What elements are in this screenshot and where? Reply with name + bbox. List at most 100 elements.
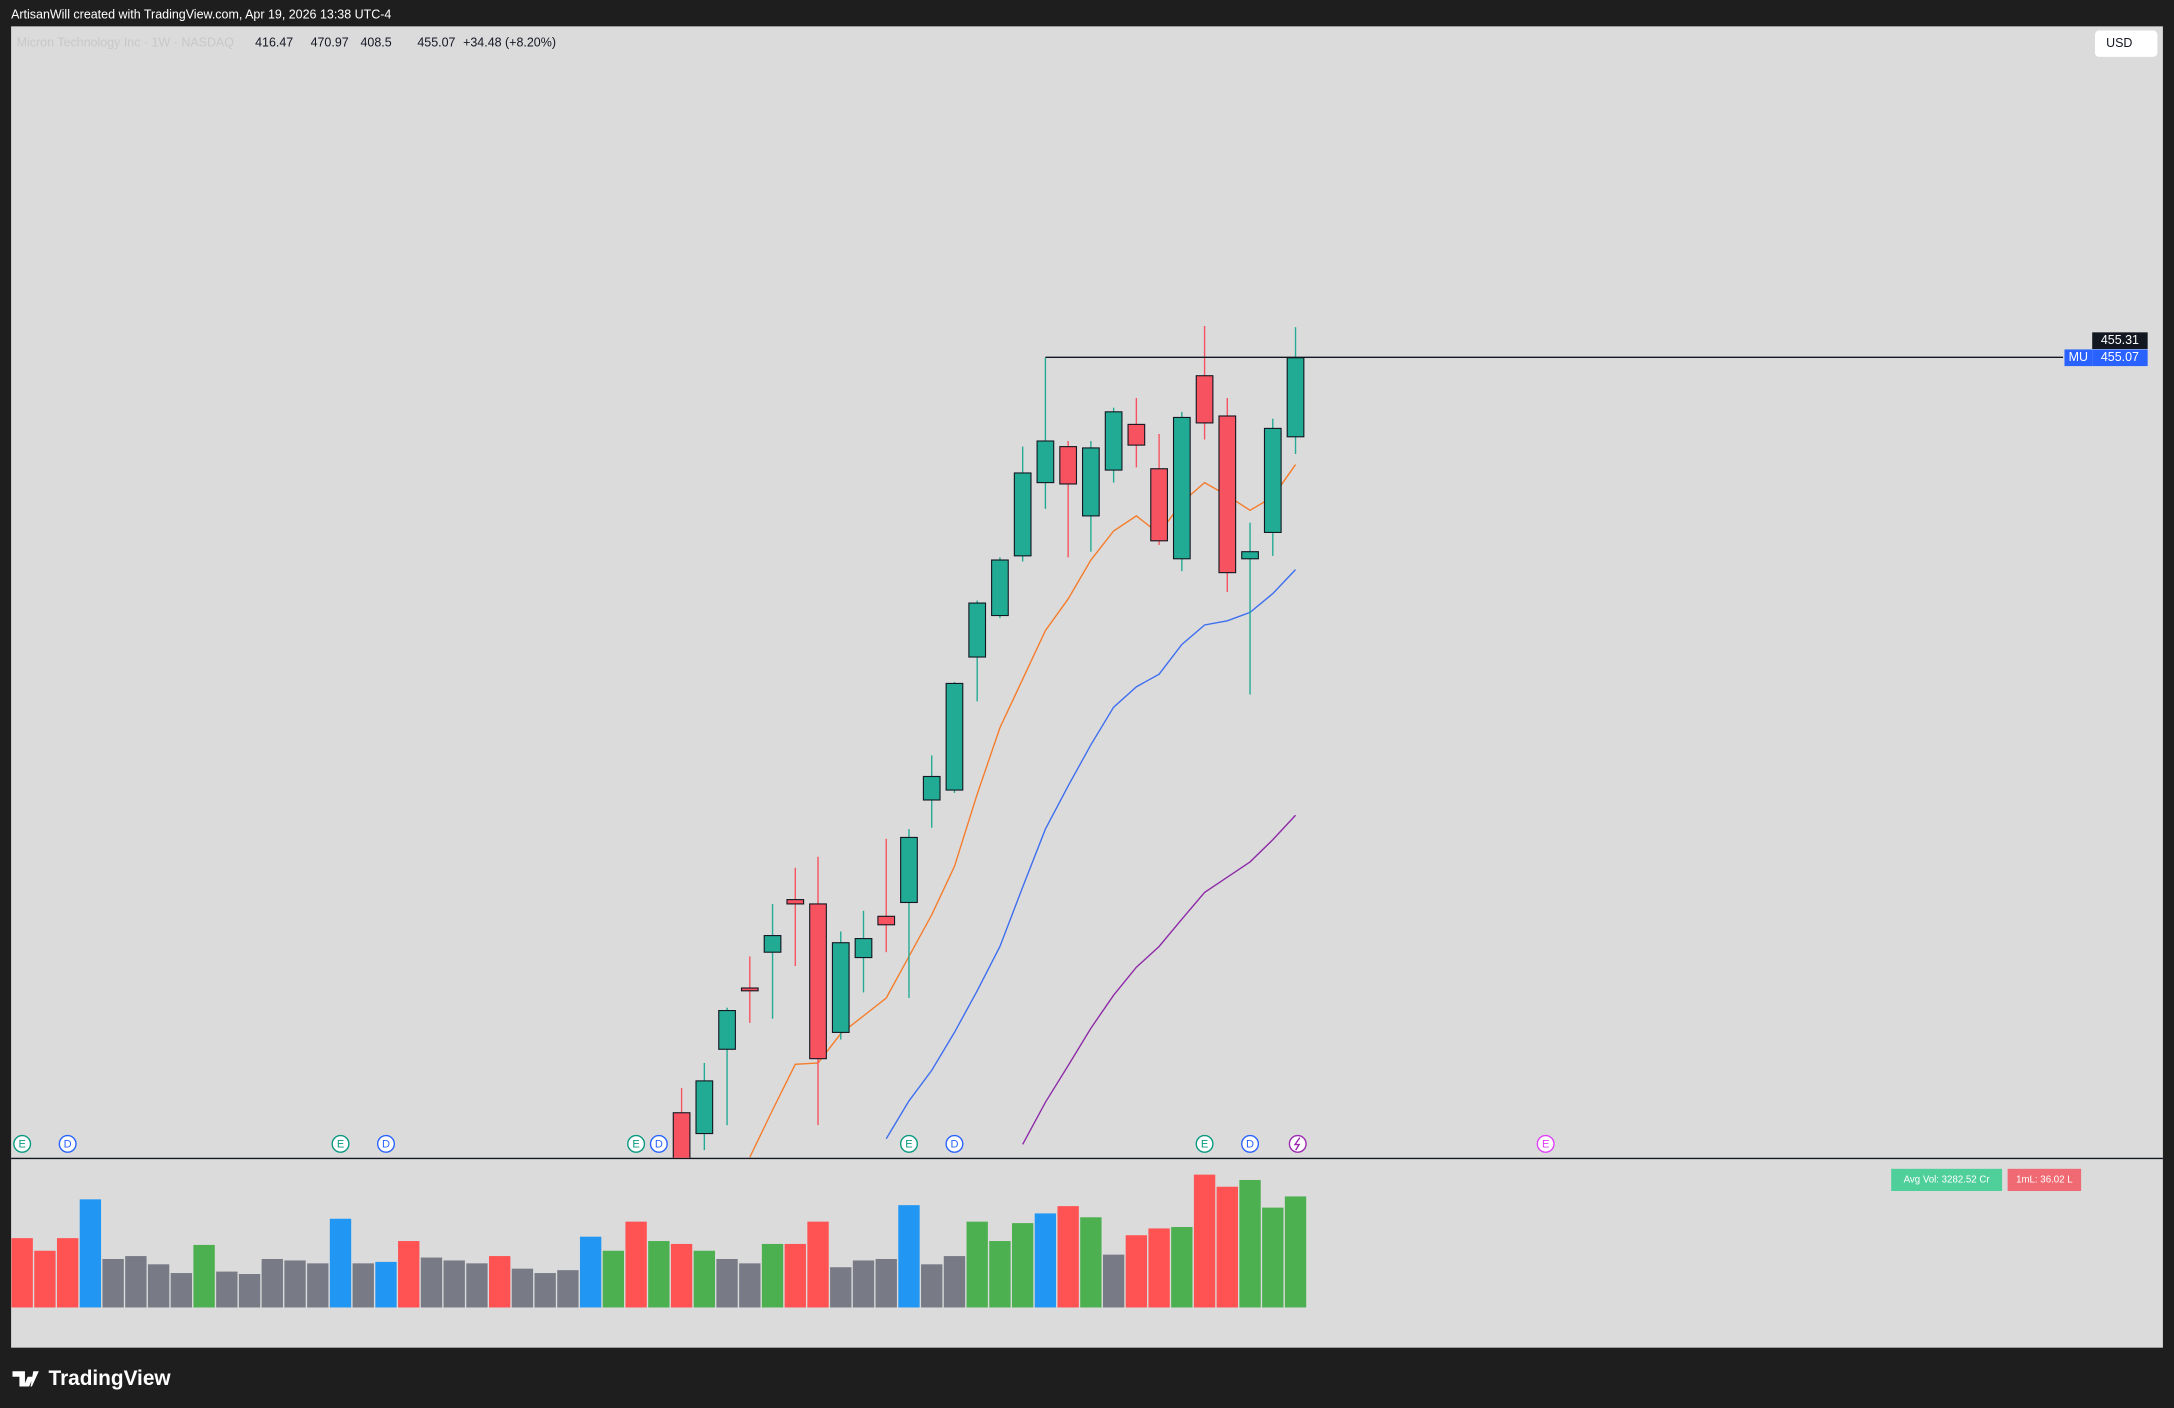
volume-bar — [352, 1263, 374, 1308]
volume-bar — [238, 1274, 261, 1308]
candle-body — [740, 987, 759, 992]
event-marker — [1195, 1134, 1214, 1153]
candle-body — [968, 602, 987, 658]
volume-bar — [375, 1261, 397, 1308]
volume-bar — [875, 1258, 897, 1308]
moving-average — [1022, 814, 1297, 1145]
volume-bar — [534, 1273, 556, 1308]
candle-body — [1082, 447, 1100, 517]
candle-body — [718, 1009, 736, 1050]
volume-bar — [193, 1244, 215, 1308]
volume-bar — [1102, 1254, 1125, 1308]
volume-bar — [398, 1241, 420, 1308]
event-marker — [13, 1134, 32, 1153]
candle-body — [1195, 375, 1214, 424]
legend-high: 470.97 — [311, 35, 349, 49]
volume-bar — [466, 1263, 488, 1308]
candle-body — [1036, 440, 1055, 484]
volume-bar — [1284, 1196, 1307, 1308]
volume-bar — [1239, 1179, 1261, 1308]
volume-bar — [1216, 1186, 1238, 1308]
attribution: ArtisanWill created with TradingView.com… — [11, 8, 391, 22]
volume-bar — [147, 1264, 170, 1308]
volume-bar — [1080, 1217, 1102, 1308]
volume-bar — [34, 1250, 56, 1308]
volume-bar — [670, 1243, 693, 1308]
candle-body — [1127, 423, 1146, 446]
volume-bar — [489, 1256, 511, 1308]
brand-name: TradingView — [49, 1367, 172, 1390]
last-volume-label: 1mL: 36.02 L — [2016, 1174, 2073, 1185]
volume-bar — [716, 1258, 738, 1308]
volume-bar — [579, 1236, 602, 1308]
candle-body — [877, 915, 896, 926]
volume-bar — [807, 1221, 829, 1308]
volume-bar — [329, 1218, 352, 1308]
event-label: D — [950, 1138, 958, 1150]
candle-body — [854, 938, 873, 959]
currency-button[interactable] — [2094, 30, 2158, 57]
candle-body — [1241, 551, 1259, 560]
candle-body — [991, 559, 1009, 617]
event-label: D — [1246, 1138, 1254, 1150]
candle-body — [1104, 411, 1123, 471]
legend-low: 408.5 — [360, 35, 391, 49]
event-marker — [1241, 1134, 1260, 1153]
ray-price-label: 455.31 — [2101, 333, 2139, 347]
volume-bar — [102, 1258, 124, 1308]
moving-average — [885, 569, 1297, 1140]
symbol-box — [2064, 349, 2093, 367]
volume-bar — [830, 1267, 852, 1308]
legend-change: +34.48 (+8.20%) — [463, 35, 556, 49]
last-volume-badge — [2007, 1168, 2082, 1192]
chart-title: Micron Technology Inc · 1W · NASDAQ — [17, 35, 235, 49]
candle-body — [786, 899, 805, 905]
volume-bar — [443, 1260, 465, 1308]
volume-bar — [1193, 1174, 1216, 1308]
volume-bar — [989, 1241, 1011, 1308]
candle-body — [900, 836, 918, 904]
event-label: D — [655, 1138, 663, 1150]
candle-body — [1013, 472, 1032, 557]
volume-bar — [739, 1263, 761, 1308]
event-label: E — [1542, 1138, 1549, 1150]
event-label: E — [18, 1138, 25, 1150]
volume-bar — [1171, 1226, 1193, 1308]
chart-panel — [11, 26, 2163, 1348]
avg-volume-label: Avg Vol: 3282.52 Cr — [1904, 1174, 1991, 1185]
volume-bar — [602, 1250, 625, 1308]
volume-bar — [261, 1258, 283, 1308]
event-marker — [58, 1134, 77, 1153]
volume-bar — [125, 1256, 147, 1308]
event-marker — [945, 1134, 964, 1153]
event-marker — [376, 1134, 396, 1153]
ray-price-box — [2092, 332, 2148, 349]
volume-bar — [1057, 1206, 1079, 1308]
candle-body — [1218, 415, 1237, 574]
event-label: E — [1201, 1138, 1208, 1150]
event-label: D — [64, 1138, 72, 1150]
candle-body — [1172, 416, 1191, 560]
legend-open: 416.47 — [255, 35, 293, 49]
legend-close: 455.07 — [417, 35, 455, 49]
volume-bar — [11, 1238, 33, 1308]
event-marker — [331, 1134, 350, 1153]
candle-body — [922, 775, 941, 801]
volume-bar — [761, 1243, 784, 1308]
volume-bar — [625, 1221, 647, 1308]
volume-bar — [1148, 1228, 1170, 1308]
volume-bar — [307, 1263, 329, 1308]
candle-body — [809, 903, 827, 1060]
candle-body — [672, 1112, 691, 1158]
volume-bar — [921, 1264, 943, 1308]
last-price-label: 455.07 — [2101, 350, 2139, 364]
candle-body — [945, 682, 964, 791]
volume-bar — [511, 1268, 534, 1308]
event-marker — [899, 1134, 918, 1153]
candle-body — [1286, 357, 1305, 438]
event-marker — [649, 1134, 668, 1153]
volume-bar — [170, 1273, 193, 1308]
event-label: E — [337, 1138, 344, 1150]
lightning-icon — [1288, 1134, 1307, 1153]
